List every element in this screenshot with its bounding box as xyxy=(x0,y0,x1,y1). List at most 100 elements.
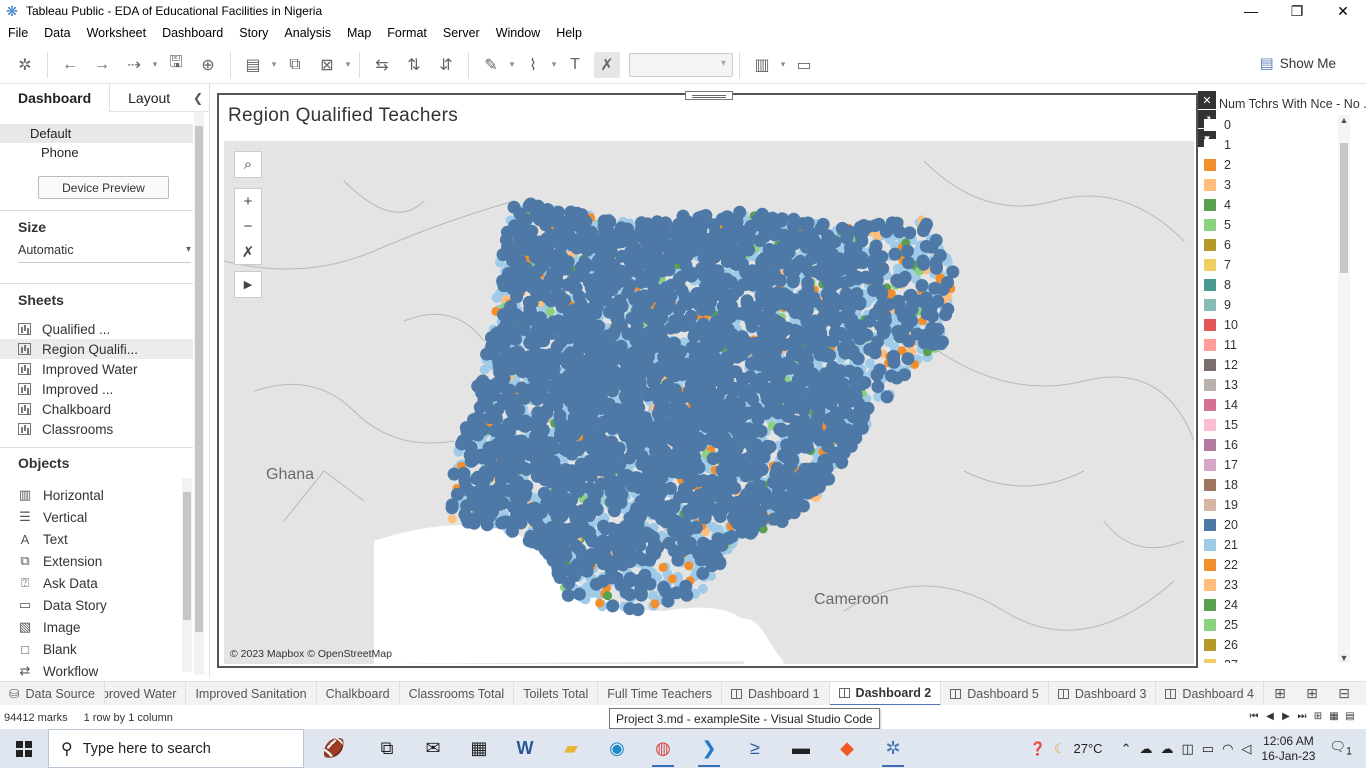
chevron-down-icon[interactable]: ▾ xyxy=(551,59,557,69)
mail-icon[interactable]: ✉ xyxy=(425,738,441,758)
dashboard-canvas[interactable]: Region Qualified Teachers ⌕ xyxy=(217,91,1198,668)
vscode-icon[interactable]: ❯ xyxy=(686,729,732,768)
sheet-item[interactable]: Region Qualifi... xyxy=(0,339,193,359)
collapse-panel-icon[interactable]: ❮ xyxy=(192,90,203,105)
add-data-source-icon[interactable]: ⊕ xyxy=(201,56,215,74)
legend-item[interactable]: 11 xyxy=(1204,335,1334,355)
highlight-icon[interactable]: ✎ xyxy=(484,56,498,74)
menu-dashboard[interactable]: Dashboard xyxy=(162,26,224,40)
sheet-item[interactable]: Qualified ... xyxy=(0,319,193,339)
tab-toilets-total[interactable]: Toilets Total xyxy=(514,682,599,705)
duplicate-sheet-icon[interactable]: ⧉ xyxy=(289,55,301,73)
legend-item[interactable]: 24 xyxy=(1204,595,1334,615)
object-ask-data[interactable]: ⍰ Ask Data xyxy=(0,572,193,594)
remove-icon[interactable]: ✕ xyxy=(1198,91,1216,109)
legend-item[interactable]: 17 xyxy=(1204,455,1334,475)
tab-chalkboard[interactable]: Chalkboard xyxy=(317,682,400,705)
weather-moon-icon[interactable]: ☾ xyxy=(1053,740,1066,756)
chevron-down-icon[interactable]: ▾ xyxy=(345,59,351,69)
new-worksheet-icon[interactable]: ⊞ xyxy=(1274,685,1286,701)
legend-item[interactable]: 3 xyxy=(1204,175,1334,195)
list-view-icon[interactable]: ▤ xyxy=(1345,711,1355,722)
group-members-icon[interactable]: ⌇ xyxy=(529,56,537,74)
sort-descending-icon[interactable]: ⇵ xyxy=(439,56,453,74)
menu-analysis[interactable]: Analysis xyxy=(284,26,331,40)
legend-item[interactable]: 23 xyxy=(1204,575,1334,595)
menu-map[interactable]: Map xyxy=(346,26,372,40)
tab-dashboard-1[interactable]: Dashboard 1 xyxy=(722,682,830,705)
chevron-down-icon[interactable]: ▾ xyxy=(152,59,158,69)
zoom-out-icon[interactable]: − xyxy=(243,218,253,235)
object-image[interactable]: ▧ Image xyxy=(0,616,193,638)
device-phone[interactable]: Phone xyxy=(41,145,79,160)
clear-sheet-icon[interactable]: ⊠ xyxy=(320,56,334,74)
tab-data-source[interactable]: ⛁ Data Source xyxy=(0,682,105,705)
tab-dashboard-4[interactable]: Dashboard 4 xyxy=(1156,682,1264,705)
file-explorer-icon[interactable]: ▰ xyxy=(564,738,578,758)
left-panel-scrollbar[interactable] xyxy=(194,112,204,675)
object-horizontal[interactable]: ▥ Horizontal xyxy=(0,484,193,506)
show-cards-icon[interactable]: ▥ xyxy=(754,56,770,74)
legend-item[interactable]: 16 xyxy=(1204,435,1334,455)
legend-item[interactable]: 8 xyxy=(1204,275,1334,295)
start-button[interactable] xyxy=(0,729,48,768)
swap-rows-columns-icon[interactable]: ⇆ xyxy=(375,56,389,74)
new-dashboard-icon[interactable]: ⊞ xyxy=(1306,685,1318,701)
menu-file[interactable]: File xyxy=(8,26,29,40)
calculator-icon[interactable]: ▦ xyxy=(470,738,488,758)
taskbar-search[interactable]: ⚲ Type here to search xyxy=(48,729,304,768)
help-icon[interactable]: ❓ xyxy=(1029,740,1046,756)
menu-format[interactable]: Format xyxy=(387,26,427,40)
replay-icon[interactable]: ⇢ xyxy=(127,56,141,74)
new-story-icon[interactable]: ⊟ xyxy=(1338,685,1350,701)
map-view[interactable]: ⌕ + − ✗ ▶ Ghana Cameroon © 2023 Mapbox ©… xyxy=(224,141,1194,664)
wifi-icon[interactable]: ◠ xyxy=(1222,740,1234,756)
legend-item[interactable]: 25 xyxy=(1204,615,1334,635)
tab-classrooms-total[interactable]: Classrooms Total xyxy=(400,682,515,705)
task-view-icon[interactable]: ⧉ xyxy=(380,738,394,758)
legend-item[interactable]: 19 xyxy=(1204,495,1334,515)
device-preview-button[interactable]: Device Preview xyxy=(38,176,169,199)
object-extension[interactable]: ⧉ Extension xyxy=(0,550,193,572)
menu-window[interactable]: Window xyxy=(495,26,541,40)
clock[interactable]: 12:06 AM 16-Jan-23 xyxy=(1261,734,1315,764)
legend-item[interactable]: 2 xyxy=(1204,155,1334,175)
object-workflow[interactable]: ⇄ Workflow xyxy=(0,660,193,682)
cloud-icon[interactable]: ☁ xyxy=(1139,740,1153,756)
legend-scrollbar[interactable]: ▲ ▼ xyxy=(1338,115,1350,663)
zoom-in-icon[interactable]: + xyxy=(243,193,253,210)
filmstrip-icon[interactable]: ▦ xyxy=(1329,711,1339,722)
temperature[interactable]: 27°C xyxy=(1073,741,1103,756)
powershell-icon[interactable]: ≥ xyxy=(750,738,760,758)
minimize-button[interactable]: — xyxy=(1244,3,1258,19)
undo-icon[interactable]: ← xyxy=(62,55,78,73)
search-icon[interactable]: ⌕ xyxy=(243,156,253,173)
menu-data[interactable]: Data xyxy=(44,26,71,40)
close-button[interactable]: ✕ xyxy=(1337,2,1349,19)
menu-story[interactable]: Story xyxy=(239,26,269,40)
next-page-icon[interactable]: ▶ xyxy=(1282,711,1290,722)
legend-item[interactable]: 5 xyxy=(1204,215,1334,235)
tab-layout[interactable]: Layout xyxy=(128,89,171,106)
battery-icon[interactable]: ▭ xyxy=(1201,740,1215,756)
chevron-down-icon[interactable]: ▾ xyxy=(271,59,277,69)
legend-item[interactable]: 7 xyxy=(1204,255,1334,275)
chrome-icon[interactable]: ◍ xyxy=(640,729,686,768)
sheet-item[interactable]: Classrooms xyxy=(0,419,193,439)
legend-item[interactable]: 9 xyxy=(1204,295,1334,315)
prev-page-icon[interactable]: ◀ xyxy=(1266,711,1274,722)
legend-item[interactable]: 14 xyxy=(1204,395,1334,415)
show-mark-labels-icon[interactable]: T xyxy=(570,55,580,73)
menu-server[interactable]: Server xyxy=(442,26,480,40)
device-default[interactable]: Default xyxy=(0,124,193,143)
size-dropdown[interactable]: Automatic xyxy=(18,243,191,263)
tableau-icon[interactable]: ✲ xyxy=(870,729,916,768)
tab-dashboard-2[interactable]: Dashboard 2 xyxy=(829,682,942,705)
scroll-up-icon[interactable]: ▲ xyxy=(1339,115,1349,125)
tab-improved-sanitation[interactable]: Improved Sanitation xyxy=(186,682,317,705)
drag-handle[interactable] xyxy=(685,91,733,100)
legend-item[interactable]: 18 xyxy=(1204,475,1334,495)
reset-map-icon[interactable]: ✗ xyxy=(241,243,255,261)
onedrive-icon[interactable]: ☁ xyxy=(1160,740,1174,756)
tab-dashboard-3[interactable]: Dashboard 3 xyxy=(1049,682,1157,705)
